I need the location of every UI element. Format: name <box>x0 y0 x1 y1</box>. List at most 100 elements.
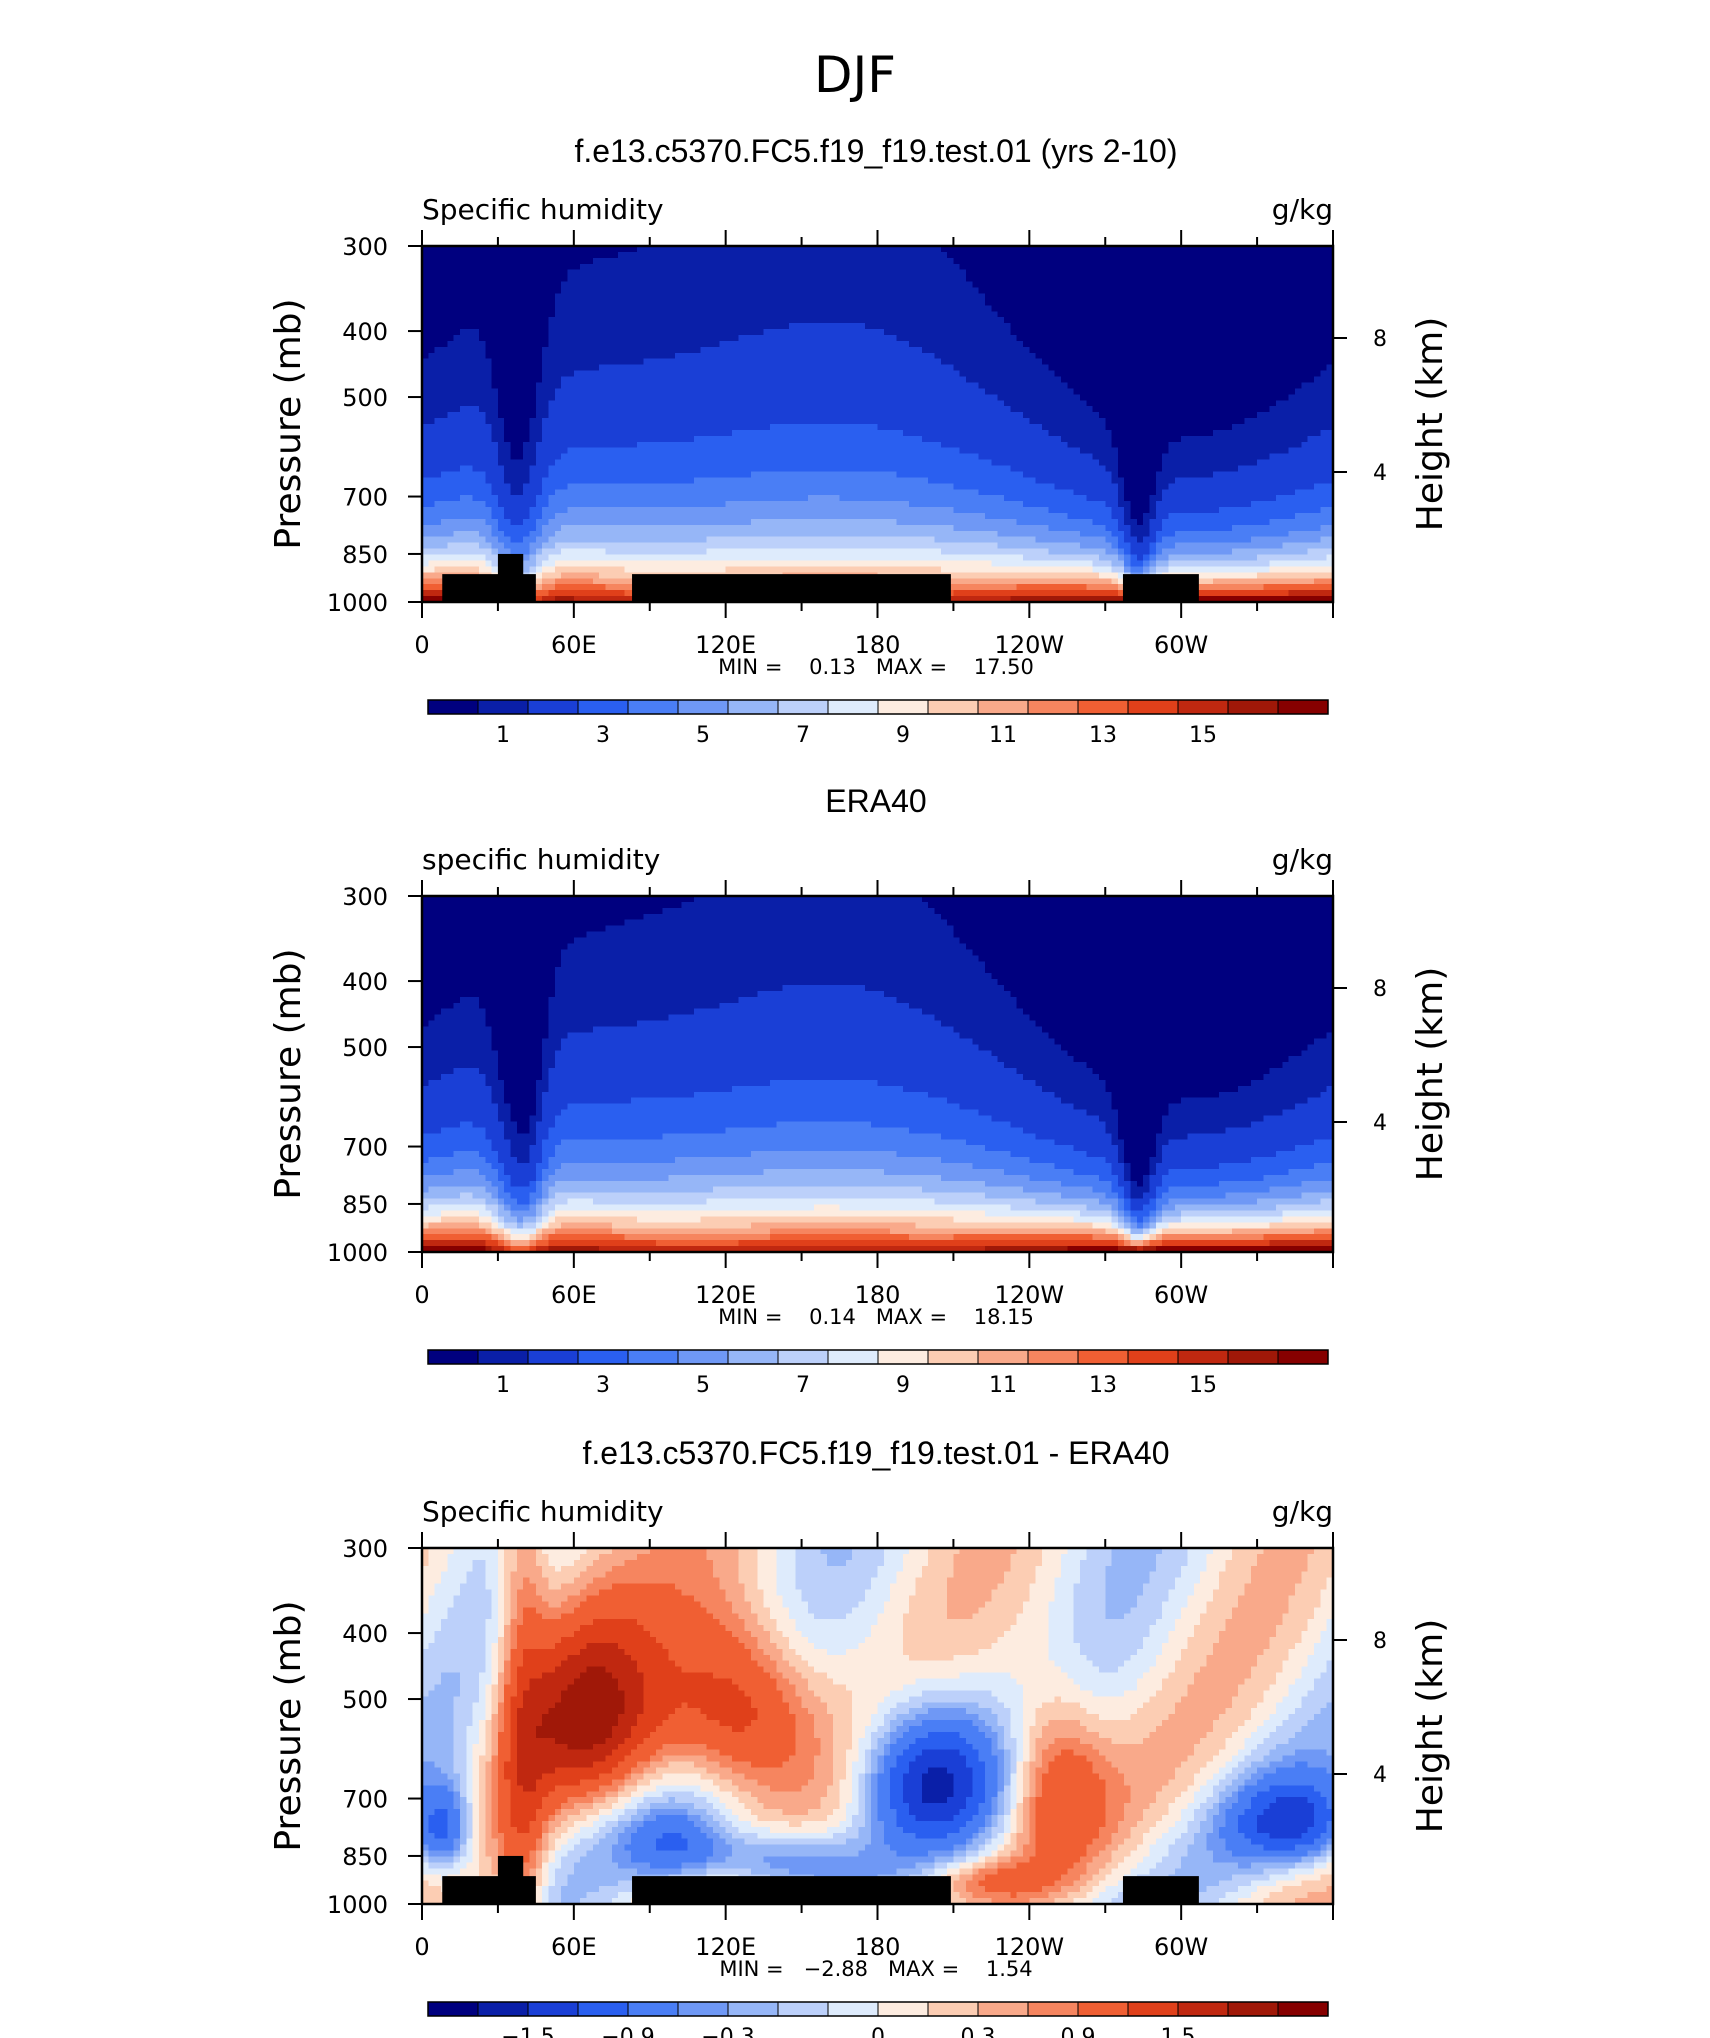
y-tick-label: 300 <box>342 1535 388 1563</box>
y-tick-label: 1000 <box>327 1239 388 1267</box>
colorbar-swatch <box>1078 700 1128 714</box>
y-tick-label: 500 <box>342 1034 388 1062</box>
colorbar-swatch <box>928 1350 978 1364</box>
y-tick-label: 1000 <box>327 1891 388 1919</box>
terrain-mask <box>498 1856 523 1904</box>
y-tick-label: 1000 <box>327 589 388 617</box>
panel-1: f.e13.c5370.FC5.f19_f19.test.01 (yrs 2-1… <box>268 133 1451 748</box>
variable-label: Specific humidity <box>422 1495 664 1528</box>
colorbar-label: −0.3 <box>701 2025 754 2038</box>
colorbar-label: 3 <box>596 1373 610 1398</box>
colorbar-swatch <box>978 2002 1028 2016</box>
x-tick-label: 0 <box>414 1933 429 1961</box>
colorbar-swatch <box>678 700 728 714</box>
colorbar-swatch <box>728 1350 778 1364</box>
units-label: g/kg <box>1272 193 1333 226</box>
min-max-stats: MIN = 0.13 MAX = 17.50 <box>718 655 1034 679</box>
y-tick-label: 400 <box>342 318 388 346</box>
colorbar-label: 9 <box>896 723 910 748</box>
colorbar-swatch <box>1278 1350 1328 1364</box>
colorbar-swatch <box>678 1350 728 1364</box>
x-tick-label: 60E <box>551 1933 597 1961</box>
y-tick-label: 700 <box>342 484 388 512</box>
colorbar-swatch <box>778 2002 828 2016</box>
colorbar-label: 7 <box>796 723 810 748</box>
colorbar-swatch <box>628 700 678 714</box>
colorbar-swatch <box>1228 700 1278 714</box>
colorbar-label: 1 <box>496 1373 510 1398</box>
y2-axis-title: Height (km) <box>1410 1619 1451 1833</box>
colorbar-label: 5 <box>696 1373 710 1398</box>
colorbar-label: 13 <box>1089 723 1117 748</box>
x-tick-label: 60E <box>551 1281 597 1309</box>
colorbar-swatch <box>878 2002 928 2016</box>
colorbar-swatch <box>578 1350 628 1364</box>
colorbar-swatch <box>1128 700 1178 714</box>
contour-fill <box>422 896 1334 1253</box>
colorbar-label: −1.5 <box>501 2025 554 2038</box>
colorbar-swatch <box>1028 2002 1078 2016</box>
units-label: g/kg <box>1272 843 1333 876</box>
colorbar-swatch <box>478 700 528 714</box>
colorbar-label: 9 <box>896 1373 910 1398</box>
colorbar-swatch <box>1178 1350 1228 1364</box>
terrain-mask <box>1123 1876 1199 1904</box>
y2-tick-label: 8 <box>1373 327 1387 352</box>
colorbar-swatch <box>628 2002 678 2016</box>
contour-fill <box>422 1548 1334 1905</box>
panel-title: f.e13.c5370.FC5.f19_f19.test.01 - ERA40 <box>582 1435 1169 1471</box>
colorbar-label: 0.3 <box>961 2025 996 2038</box>
y-tick-label: 850 <box>342 541 388 569</box>
colorbar-swatch <box>1128 1350 1178 1364</box>
y-tick-label: 400 <box>342 1620 388 1648</box>
colorbar-swatch <box>578 700 628 714</box>
y-tick-label: 850 <box>342 1191 388 1219</box>
colorbar-swatch <box>1278 2002 1328 2016</box>
y-axis-title: Pressure (mb) <box>268 948 309 1199</box>
x-tick-label: 0 <box>414 631 429 659</box>
colorbar-swatch <box>1078 1350 1128 1364</box>
colorbar-label: 7 <box>796 1373 810 1398</box>
colorbar-swatch <box>828 2002 878 2016</box>
colorbar-swatch <box>928 2002 978 2016</box>
y-tick-label: 300 <box>342 233 388 261</box>
y-tick-label: 700 <box>342 1134 388 1162</box>
colorbar-swatch <box>528 1350 578 1364</box>
colorbar-swatch <box>828 1350 878 1364</box>
x-tick-label: 60W <box>1154 631 1208 659</box>
y2-tick-label: 8 <box>1373 977 1387 1002</box>
y-axis-title: Pressure (mb) <box>268 1600 309 1851</box>
colorbar-swatch <box>1078 2002 1128 2016</box>
x-tick-label: 60E <box>551 631 597 659</box>
colorbar-swatch <box>878 700 928 714</box>
colorbar-swatch <box>1178 2002 1228 2016</box>
units-label: g/kg <box>1272 1495 1333 1528</box>
panels: f.e13.c5370.FC5.f19_f19.test.01 (yrs 2-1… <box>268 133 1451 2038</box>
terrain-mask <box>632 574 951 602</box>
y-axis-title: Pressure (mb) <box>268 298 309 549</box>
colorbar-label: −0.9 <box>601 2025 654 2038</box>
colorbar-swatch <box>878 1350 928 1364</box>
colorbar-swatch <box>1178 700 1228 714</box>
colorbar-swatch <box>528 700 578 714</box>
y-tick-label: 500 <box>342 1686 388 1714</box>
colorbar-swatch <box>578 2002 628 2016</box>
y-tick-label: 700 <box>342 1786 388 1814</box>
colorbar-swatch <box>1228 1350 1278 1364</box>
colorbar-label: 15 <box>1189 1373 1217 1398</box>
variable-label: Specific humidity <box>422 193 664 226</box>
colorbar-swatch <box>628 1350 678 1364</box>
colorbar-swatch <box>478 2002 528 2016</box>
colorbar-label: 11 <box>989 1373 1017 1398</box>
colorbar-swatch <box>478 1350 528 1364</box>
colorbar-swatch <box>428 2002 478 2016</box>
colorbar-swatch <box>1228 2002 1278 2016</box>
colorbar-swatch <box>428 700 478 714</box>
colorbar-label: 1.5 <box>1161 2025 1196 2038</box>
colorbar-label: 0.9 <box>1061 2025 1096 2038</box>
y2-axis-title: Height (km) <box>1410 967 1451 1181</box>
colorbar-swatch <box>778 700 828 714</box>
panel-title: f.e13.c5370.FC5.f19_f19.test.01 (yrs 2-1… <box>575 133 1178 169</box>
colorbar-swatch <box>528 2002 578 2016</box>
